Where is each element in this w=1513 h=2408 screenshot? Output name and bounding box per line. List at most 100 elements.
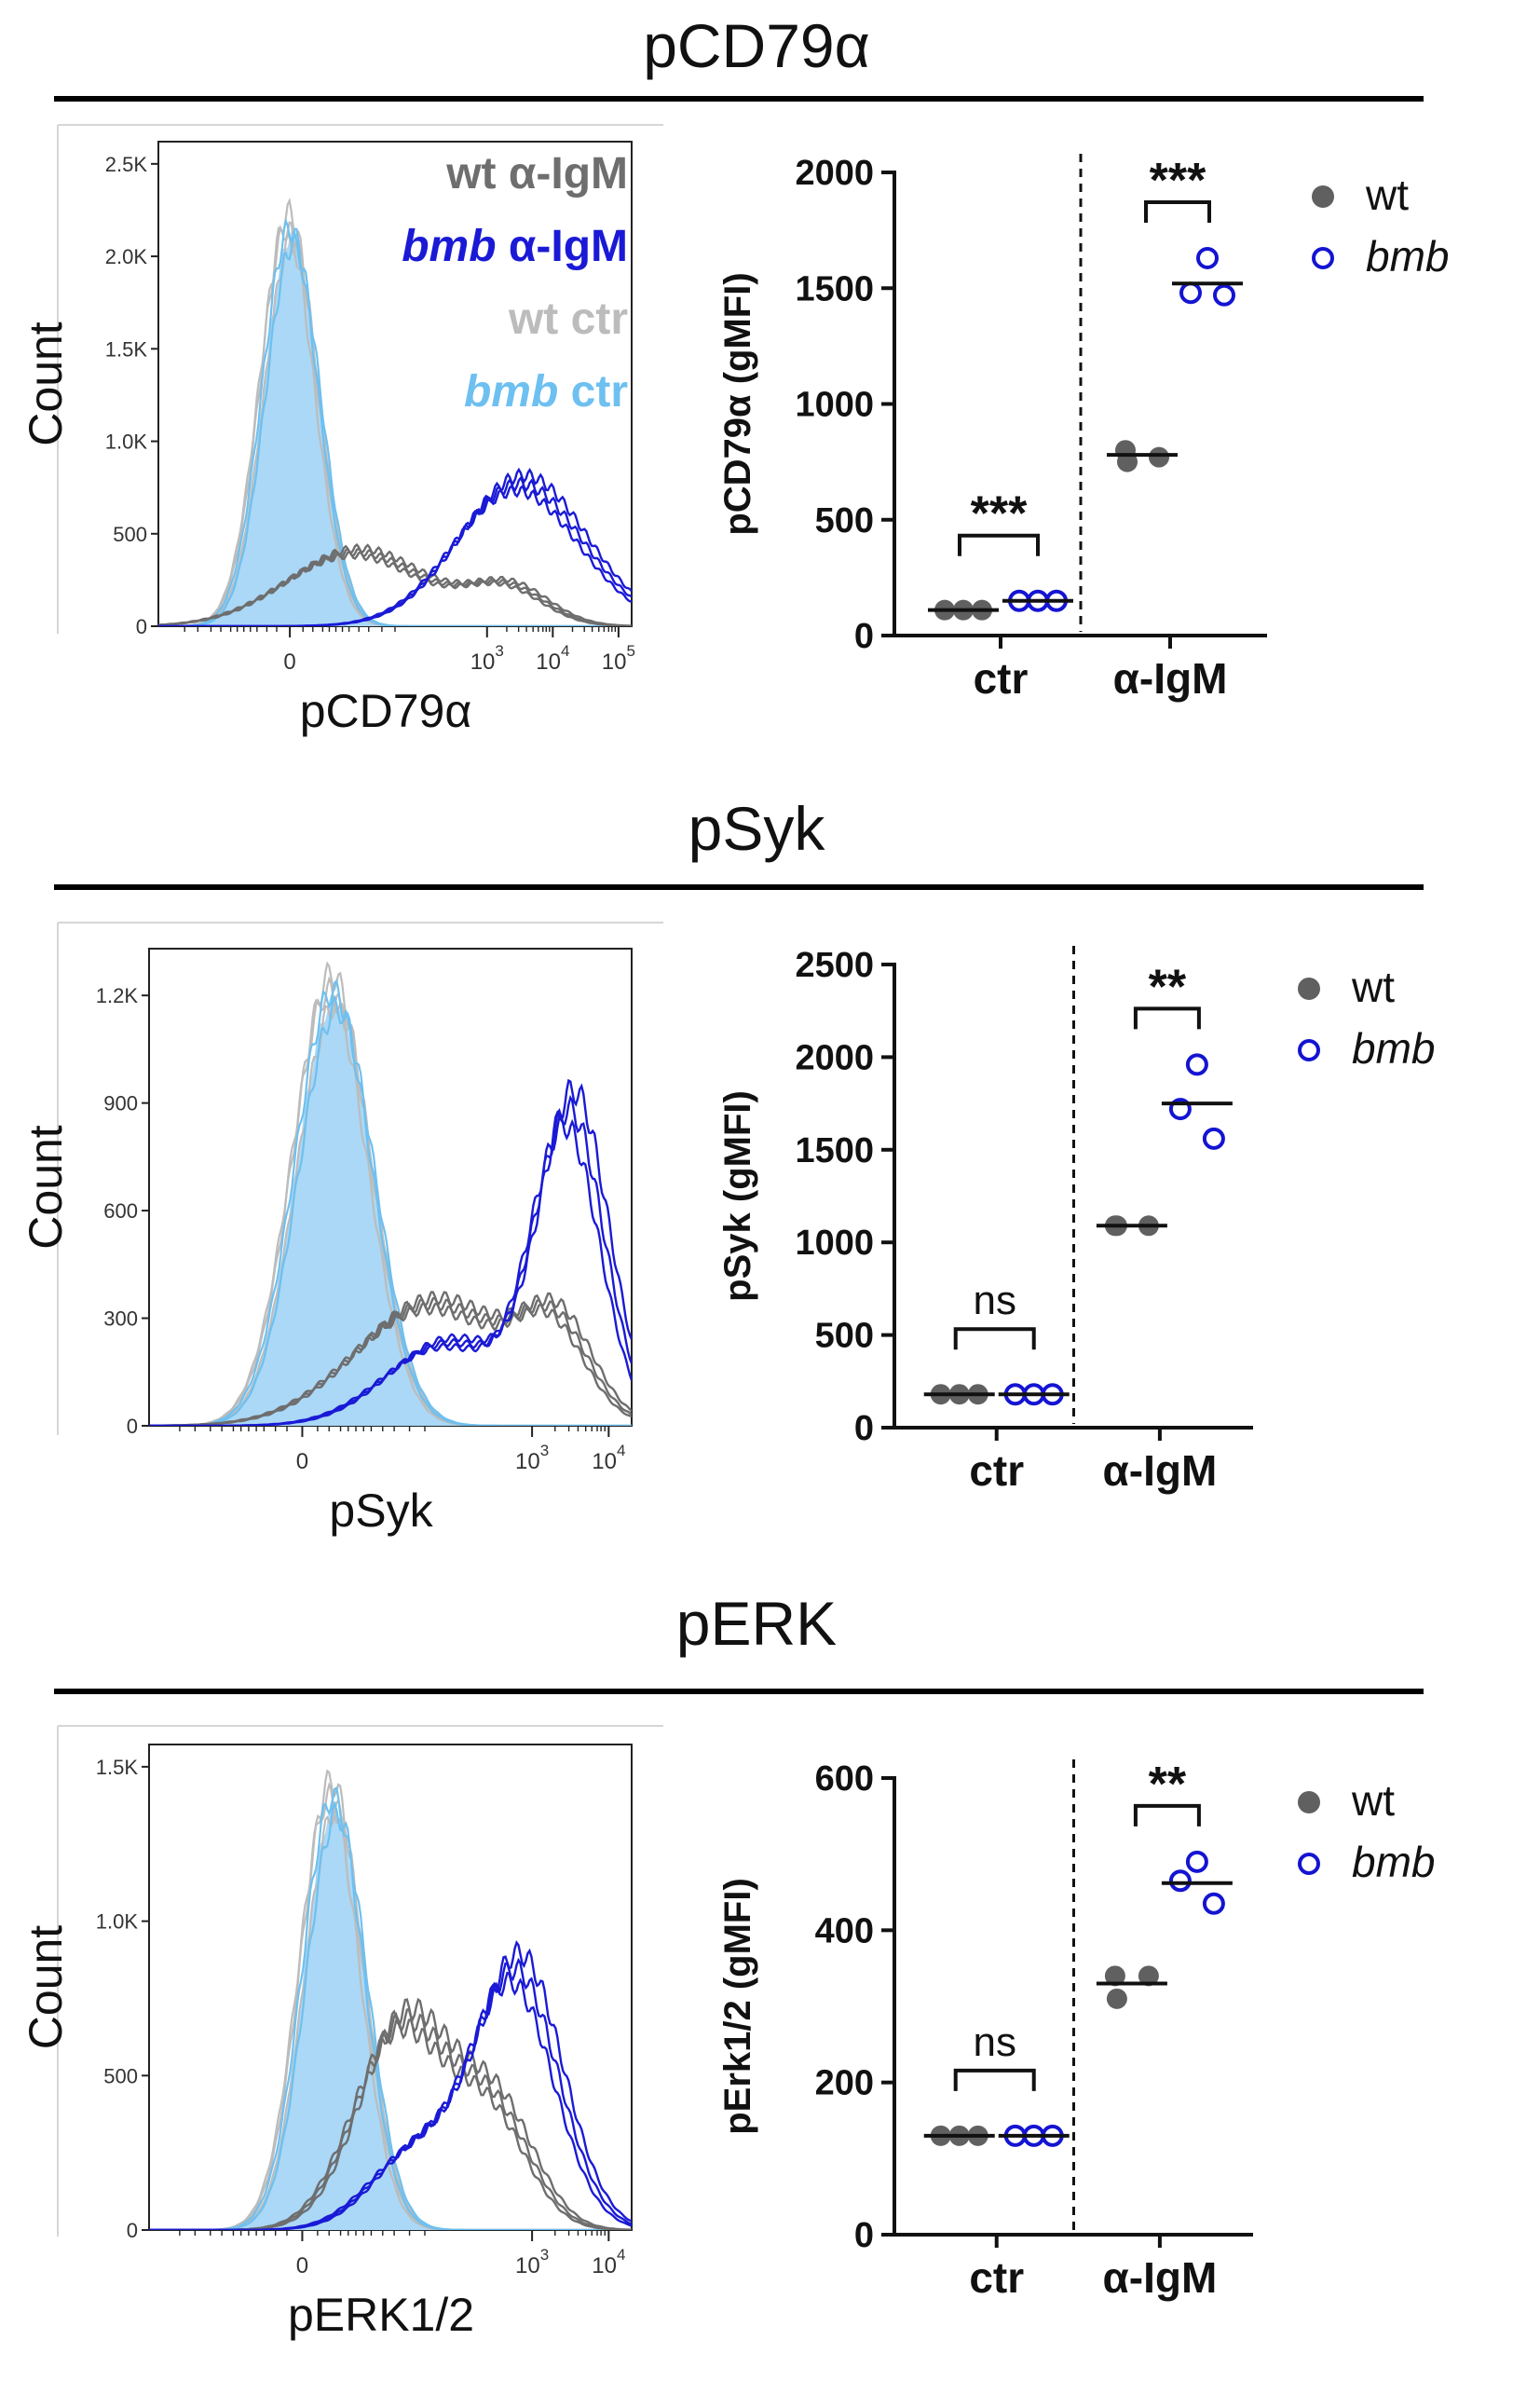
dot-bmb: [1213, 283, 1235, 307]
dot-wt: [1149, 446, 1169, 468]
dotplot-y-tick-label: 0: [854, 1409, 874, 1448]
dotplot-y-tick-label: 500: [815, 1317, 874, 1356]
legend-condition: α-IgM: [497, 222, 628, 271]
histogram-legend-entry: wt ctr: [508, 294, 628, 344]
histogram-x-tick-label: 0: [296, 2253, 308, 2278]
legend-genotype: bmb: [464, 367, 558, 417]
histogram-y-tick-label: 0: [127, 2219, 138, 2242]
histogram-y-tick-label: 0: [136, 615, 147, 638]
significance-label: ***: [971, 487, 1028, 541]
legend-label: wt: [1351, 963, 1395, 1011]
tick-exponent: 3: [495, 642, 503, 660]
curve-wt-ctr-0: [149, 976, 632, 1426]
tick-base: 10: [536, 650, 561, 675]
curve-bmb-ctr-1: [149, 994, 632, 1426]
panel-title: pCD79α: [643, 11, 870, 80]
significance-label: ns: [973, 1278, 1015, 1323]
histogram-legend-entry: wt α-IgM: [445, 149, 628, 198]
curve-bmb-ctr-fill: [149, 993, 632, 1426]
tick-base: 10: [515, 2253, 540, 2278]
histogram-x-tick-label: 104: [592, 2246, 625, 2278]
curve-wt-igm-2: [149, 1291, 632, 1426]
tick-base: 10: [592, 2253, 617, 2278]
legend-genotype: wt: [445, 149, 496, 198]
curve-wt-igm-2: [158, 542, 632, 626]
curve-bmb-igm-2: [149, 1078, 632, 1426]
dotplot-y-tick-label: 0: [854, 617, 874, 656]
tick-base: 0: [296, 2253, 308, 2278]
histogram-x-tick-label: 103: [515, 2246, 549, 2278]
dot-bmb: [1202, 1127, 1225, 1150]
dotplot-y-tick-label: 1000: [795, 386, 874, 425]
curve-bmb-ctr-fill: [158, 229, 632, 626]
dot-bmb: [1168, 1869, 1192, 1893]
histogram-y-tick-label: 1.0K: [105, 431, 148, 454]
tick-base: 10: [515, 1449, 540, 1474]
tick-exponent: 5: [627, 642, 635, 660]
legend-marker-bmb: [1298, 1853, 1320, 1875]
histogram-y-tick-label: 300: [103, 1307, 138, 1331]
histogram-y-tick-label: 0: [127, 1415, 138, 1438]
legend-label: wt: [1365, 171, 1409, 219]
tick-base: 10: [470, 650, 496, 675]
dotplot-x-tick-label: α-IgM: [1103, 2253, 1218, 2302]
dot-bmb: [1202, 1892, 1225, 1915]
legend-marker-bmb: [1312, 247, 1334, 269]
histogram-y-tick-label: 2.0K: [105, 245, 148, 268]
dotplot-x-tick-label: ctr: [969, 2253, 1024, 2302]
legend-label: wt: [1351, 1776, 1395, 1825]
histogram-x-tick-label: 0: [283, 650, 295, 675]
histogram-y-tick-label: 1.5K: [96, 1756, 139, 1779]
legend-genotype: bmb: [402, 222, 496, 271]
dot-wt: [1106, 1988, 1127, 2009]
histogram-y-tick-label: 1.5K: [105, 337, 148, 361]
histogram-y-tick-label: 500: [103, 2064, 138, 2087]
dotplot-y-label: pCD79α (gMFI): [717, 272, 758, 535]
histogram-y-label: Count: [20, 1125, 72, 1250]
tick-exponent: 3: [540, 2246, 549, 2264]
significance-label: **: [1149, 960, 1187, 1014]
legend-marker-wt: [1312, 185, 1334, 208]
curve-bmb-igm-2: [158, 467, 632, 626]
legend-label: bmb: [1352, 1024, 1435, 1073]
dotplot: 0 200 400 600 pErk1/2 (gMFI) ctr α-IgM ns ** wt bm…: [717, 1758, 1435, 2302]
dotplot-y-tick-label: 1000: [795, 1224, 874, 1263]
legend-marker-wt: [1298, 1791, 1320, 1813]
dot-bmb: [1179, 281, 1202, 305]
dotplot-y-label: pErk1/2 (gMFI): [717, 1878, 758, 2135]
curve-wt-ctr-2: [158, 230, 632, 626]
significance-bracket: [1133, 1803, 1201, 1827]
legend-label: bmb: [1366, 232, 1449, 280]
dotplot-y-tick-label: 1500: [795, 1131, 874, 1170]
dot-bmb: [1185, 1850, 1208, 1873]
histogram-x-tick-label: 104: [536, 642, 569, 675]
tick-base: 0: [296, 1449, 308, 1474]
significance-bracket: [1133, 1006, 1201, 1030]
histogram-y-tick-label: 1.2K: [96, 984, 139, 1007]
histogram-legend-entry: bmb α-IgM: [402, 222, 628, 271]
dotplot-y-label: pSyk (gMFI): [717, 1090, 758, 1302]
dot-bmb: [1185, 1053, 1208, 1076]
curve-wt-igm-1: [158, 547, 632, 626]
histogram-x-tick-label: 105: [602, 642, 635, 675]
panel-title: pERK: [676, 1589, 837, 1658]
dotplot-y-tick-label: 2000: [795, 1038, 874, 1077]
significance-label: ns: [973, 2019, 1015, 2065]
dotplot-y-tick-label: 2000: [795, 154, 874, 193]
significance-label: **: [1149, 1758, 1187, 1812]
dotplot-y-tick-label: 400: [815, 1911, 874, 1950]
histogram-x-label: pCD79α: [300, 685, 472, 737]
histogram-y-tick-label: 600: [103, 1199, 138, 1223]
dotplot-x-tick-label: ctr: [969, 1446, 1024, 1495]
dotplot-y-tick-label: 600: [815, 1759, 874, 1799]
significance-bracket: [1144, 199, 1211, 223]
histogram-y-tick-label: 500: [113, 523, 147, 546]
legend-condition: ctr: [558, 294, 628, 344]
dotplot-x-tick-label: ctr: [974, 654, 1029, 703]
legend-label: bmb: [1352, 1838, 1435, 1886]
histogram-y-tick-label: 2.5K: [105, 153, 148, 176]
curve-bmb-ctr-fill: [149, 1799, 632, 2230]
histogram-x-tick-label: 103: [470, 642, 504, 675]
